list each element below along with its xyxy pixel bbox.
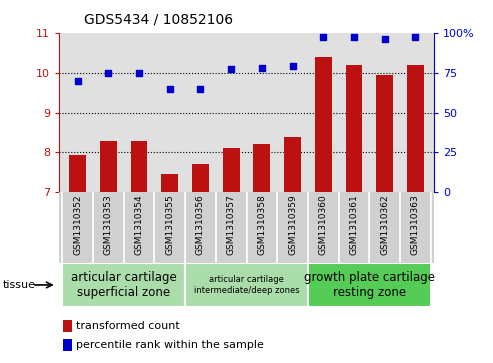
Bar xyxy=(63,339,72,351)
Bar xyxy=(100,141,117,192)
Bar xyxy=(131,141,147,192)
Text: GSM1310361: GSM1310361 xyxy=(350,195,358,255)
Point xyxy=(105,70,112,76)
Point xyxy=(350,34,358,40)
Point xyxy=(73,78,81,83)
Bar xyxy=(253,144,270,192)
Bar xyxy=(69,155,86,192)
Text: GDS5434 / 10852106: GDS5434 / 10852106 xyxy=(84,13,233,27)
Point xyxy=(319,34,327,40)
Text: GSM1310363: GSM1310363 xyxy=(411,195,420,255)
Bar xyxy=(192,164,209,192)
Point xyxy=(412,34,420,40)
Text: GSM1310354: GSM1310354 xyxy=(135,195,143,255)
Point xyxy=(197,86,205,91)
Text: GSM1310352: GSM1310352 xyxy=(73,195,82,255)
Text: GSM1310357: GSM1310357 xyxy=(227,195,236,255)
Bar xyxy=(63,319,72,332)
Text: tissue: tissue xyxy=(2,280,35,290)
Bar xyxy=(223,148,240,192)
Text: GSM1310355: GSM1310355 xyxy=(165,195,174,255)
Point xyxy=(135,70,143,76)
Text: percentile rank within the sample: percentile rank within the sample xyxy=(76,340,264,350)
Bar xyxy=(308,263,431,307)
Point xyxy=(227,66,235,72)
Text: GSM1310353: GSM1310353 xyxy=(104,195,113,255)
Point xyxy=(166,86,174,91)
Point xyxy=(258,65,266,71)
Bar xyxy=(315,57,332,192)
Text: GSM1310362: GSM1310362 xyxy=(380,195,389,255)
Text: growth plate cartilage
resting zone: growth plate cartilage resting zone xyxy=(304,271,435,299)
Bar xyxy=(346,65,362,192)
Bar xyxy=(407,65,424,192)
Text: GSM1310359: GSM1310359 xyxy=(288,195,297,255)
Text: GSM1310360: GSM1310360 xyxy=(319,195,328,255)
Text: articular cartilage
superficial zone: articular cartilage superficial zone xyxy=(71,271,176,299)
Text: GSM1310358: GSM1310358 xyxy=(257,195,266,255)
Bar xyxy=(376,75,393,192)
Text: transformed count: transformed count xyxy=(76,321,180,331)
Point xyxy=(288,63,296,69)
Text: articular cartilage
intermediate/deep zones: articular cartilage intermediate/deep zo… xyxy=(194,275,299,295)
Point xyxy=(381,36,388,42)
Bar xyxy=(185,263,308,307)
Text: GSM1310356: GSM1310356 xyxy=(196,195,205,255)
Bar xyxy=(284,137,301,192)
Bar xyxy=(62,263,185,307)
Bar xyxy=(161,174,178,192)
